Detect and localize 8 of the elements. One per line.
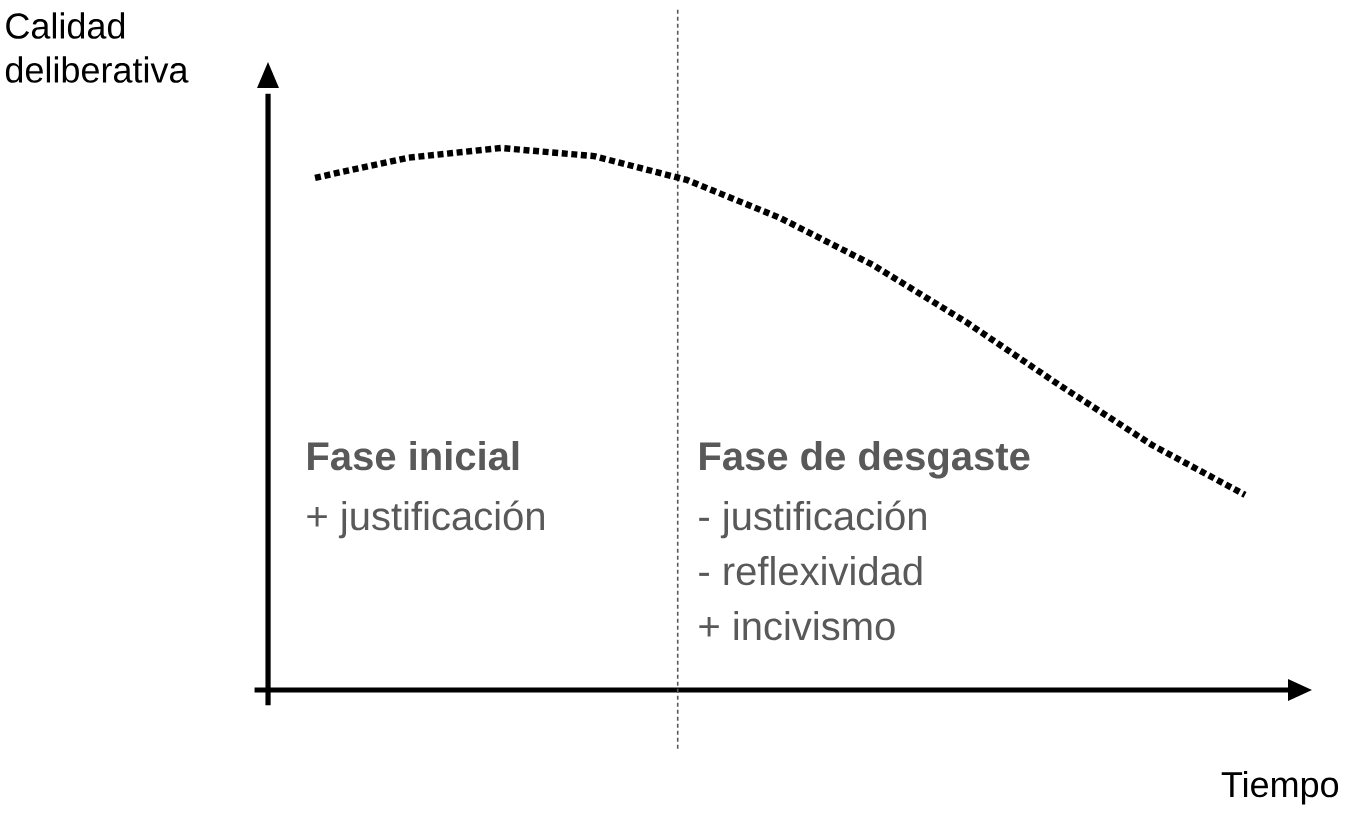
annotation: + incivismo	[699, 611, 895, 641]
y-axis-title: Calidad deliberativa	[5, 12, 189, 83]
annotation: + justificación	[307, 500, 544, 539]
annotation: Fase inicial	[308, 441, 519, 471]
annotation: - justificación	[699, 500, 926, 539]
annotation: Fase de desgaste	[700, 441, 1030, 479]
x-axis-title: Tiempo	[1221, 770, 1339, 805]
annotation: - reflexividad	[699, 556, 922, 586]
